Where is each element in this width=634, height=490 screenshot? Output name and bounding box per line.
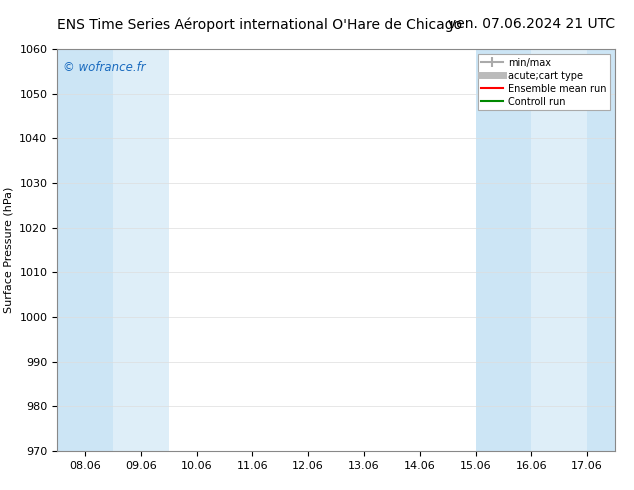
Bar [531, 49, 587, 451]
Text: © wofrance.fr: © wofrance.fr [63, 61, 145, 74]
Bar [476, 49, 531, 451]
Legend: min/max, acute;cart type, Ensemble mean run, Controll run: min/max, acute;cart type, Ensemble mean … [477, 54, 610, 110]
Bar [587, 49, 615, 451]
Text: ENS Time Series Aéroport international O'Hare de Chicago: ENS Time Series Aéroport international O… [57, 17, 462, 32]
Text: ven. 07.06.2024 21 UTC: ven. 07.06.2024 21 UTC [448, 17, 615, 31]
Bar [57, 49, 113, 451]
Bar [113, 49, 169, 451]
Y-axis label: Surface Pressure (hPa): Surface Pressure (hPa) [4, 187, 14, 313]
